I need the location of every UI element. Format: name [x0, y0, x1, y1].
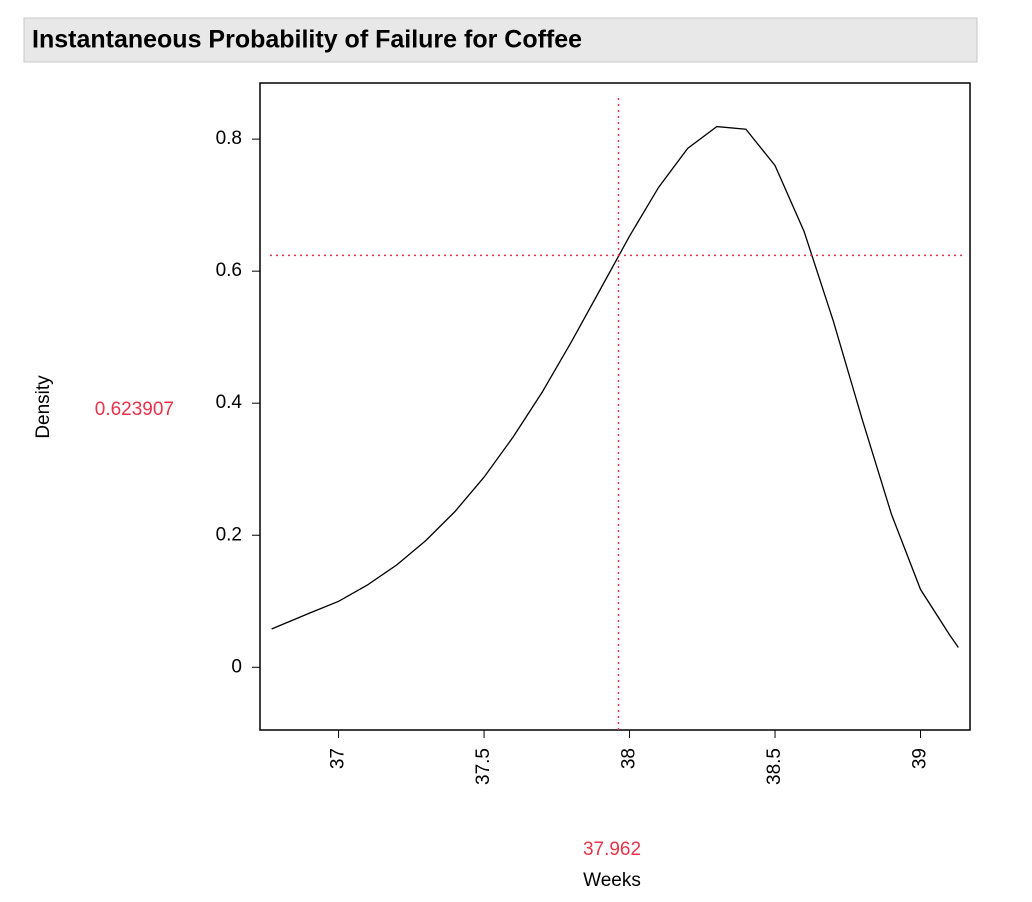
x-axis-label: Weeks [583, 870, 641, 891]
x-tick-label: 39 [910, 748, 931, 769]
plot-frame [259, 82, 971, 731]
x-tick-label: 37.5 [473, 748, 494, 785]
y-tick-label: 0 [231, 656, 242, 677]
y-axis-label: Density [33, 375, 54, 439]
x-tick-label: 37 [328, 748, 349, 769]
crosshair-x-label: 37.962 [583, 839, 641, 860]
y-tick-label: 0.8 [216, 128, 242, 149]
y-tick-label: 0.6 [216, 260, 242, 281]
density-curve [271, 125, 959, 648]
y-tick-label: 0.2 [216, 524, 242, 545]
y-tick-label: 0.4 [216, 392, 243, 413]
chart-title: Instantaneous Probability of Failure for… [32, 26, 582, 54]
x-tick-label: 38.5 [764, 748, 785, 785]
title-bar [23, 17, 978, 63]
crosshair-y-label: 0.623907 [95, 399, 174, 420]
x-tick-label: 38 [619, 748, 640, 769]
